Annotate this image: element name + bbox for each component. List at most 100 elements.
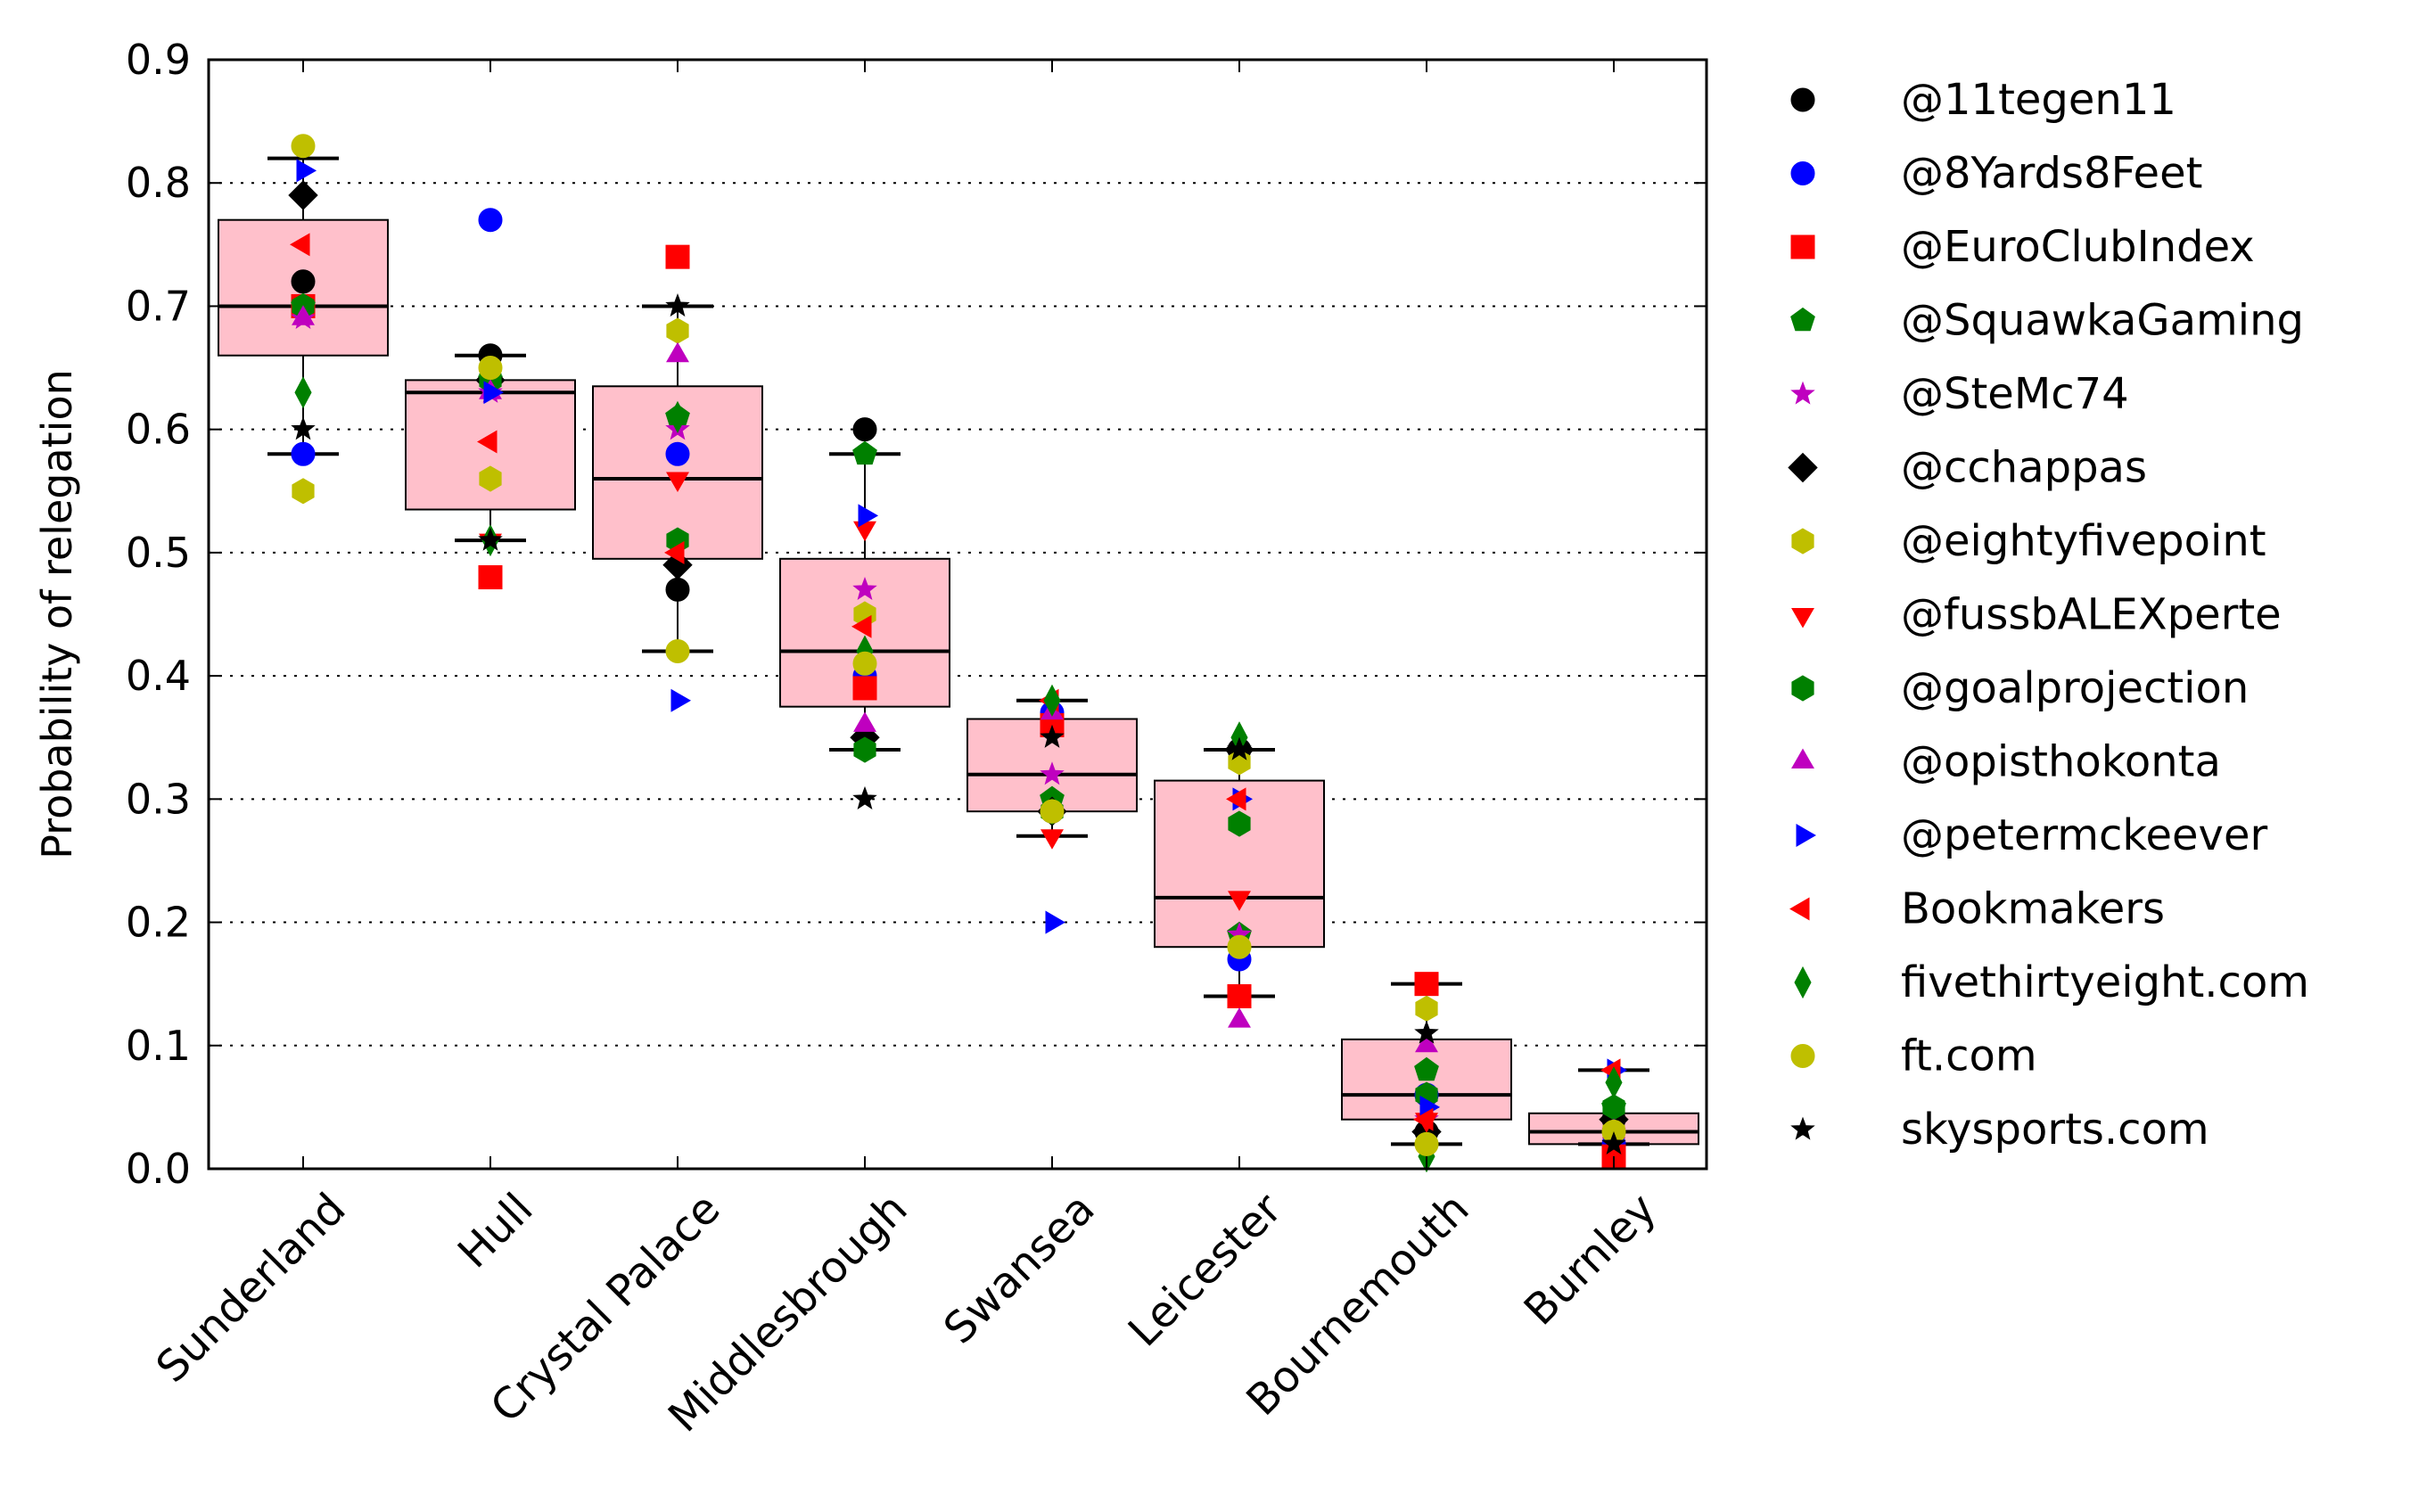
data-point [1228,810,1251,837]
legend-label: @goalprojection [1901,663,2249,713]
data-point [1040,799,1065,824]
y-tick-label: 0.0 [126,1145,191,1193]
data-point [1228,1007,1251,1028]
gridlines [209,182,1707,1047]
data-points [288,134,1629,1173]
data-point [476,430,498,454]
data-point [663,540,685,564]
data-point [669,400,687,433]
legend-label: @SquawkaGaming [1901,296,2304,346]
legend-label: Bookmakers [1901,884,2165,934]
data-point [292,305,315,325]
legend-marker [1790,307,1815,332]
y-tick-label: 0.7 [126,282,191,330]
legend-marker [1794,966,1812,999]
data-point [670,688,691,712]
legend-label: skysports.com [1901,1105,2209,1155]
data-point [852,417,877,442]
data-point [478,356,503,381]
data-point [1412,1107,1434,1131]
legend-marker [1790,1044,1815,1068]
legend-label: @eightyfivepoint [1901,516,2266,566]
data-point [291,269,316,294]
data-point [852,676,877,701]
data-point [666,317,689,344]
data-point [291,134,316,159]
legend-marker [1791,748,1814,768]
data-point [665,638,690,663]
data-point [1040,761,1065,785]
data-point [1227,983,1252,1008]
data-point [852,785,877,810]
legend-label: ft.com [1901,1031,2037,1081]
x-tick-label: Leicester [1119,1184,1292,1357]
data-point [1040,724,1065,748]
legend-marker [1791,528,1814,555]
data-point [852,576,877,601]
data-point [292,478,315,505]
data-point [1415,1031,1438,1053]
legend-marker [1790,1116,1815,1140]
data-point [666,341,689,363]
data-point [852,651,877,676]
data-point [1414,1056,1439,1081]
data-point [853,711,876,732]
legend-marker [1796,824,1817,847]
y-tick-label: 0.8 [126,159,191,207]
data-point [1414,1020,1439,1044]
data-point [478,565,503,590]
legend-label: fivethirtyeight.com [1901,957,2309,1007]
data-point [1228,891,1251,911]
data-point [665,577,690,602]
y-axis-label: Probability of relegation [33,369,81,859]
data-point [853,521,876,542]
data-point [1040,829,1064,850]
x-tick-label: Sunderland [147,1184,356,1393]
data-point [483,381,505,405]
legend-label: @opisthokonta [1901,737,2221,787]
plot-frame [207,58,1708,1171]
legend-marker [1789,897,1810,921]
legend-marker [1791,675,1814,702]
y-tick-label: 0.9 [126,36,191,84]
data-point [853,736,876,763]
legend-label: @8Yards8Feet [1901,149,2202,199]
data-point [478,208,503,233]
box-body [1154,779,1325,949]
data-point [1227,934,1252,959]
legend-marker [1790,161,1815,185]
data-point [1226,787,1246,811]
data-point [296,159,317,183]
data-point [294,376,312,409]
legend-marker [1790,381,1815,405]
data-point [1415,995,1438,1022]
y-tick-label: 0.2 [126,899,191,947]
data-point [1601,1130,1626,1155]
x-tick-label: Burnley [1515,1184,1666,1335]
legend-label: @fussbALEXperte [1901,590,2282,640]
data-point [1605,1066,1623,1099]
y-tick-label: 0.5 [126,529,191,577]
data-point [478,527,503,551]
data-point [1414,1131,1439,1156]
data-point [1043,684,1061,717]
data-point [479,465,502,492]
legend-marker [1790,234,1815,259]
data-point [665,441,690,466]
x-tick-label: Swansea [934,1184,1105,1354]
y-tick-label: 0.3 [126,775,191,823]
data-point [665,244,690,269]
legend-label: @petermckeever [1901,810,2267,860]
data-point [291,441,316,466]
data-point [852,440,877,465]
legend-label: @11tegen11 [1901,75,2176,125]
data-point [1227,736,1252,760]
data-point [666,472,689,493]
data-point [290,233,310,257]
y-tick-label: 0.6 [126,406,191,454]
data-point [291,416,316,440]
x-tick-label: Hull [448,1184,542,1278]
data-point [665,292,690,317]
legend-label: @SteMc74 [1901,369,2129,419]
